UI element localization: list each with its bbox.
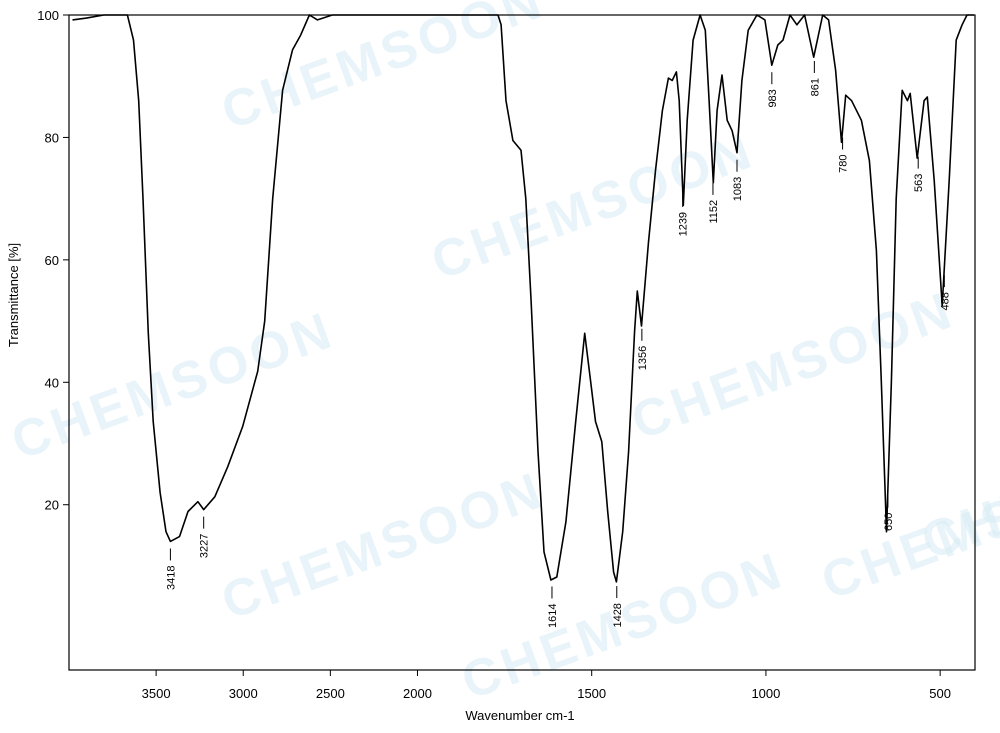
y-tick-label: 60 [45, 253, 59, 268]
x-tick-label: 2500 [316, 686, 345, 701]
peak-label: 861 [809, 78, 821, 96]
watermark: CHEMSOON [914, 401, 1000, 571]
plot-frame [68, 14, 976, 671]
peak-label: 1239 [678, 212, 690, 236]
peak-label: 563 [913, 174, 925, 192]
peak-label: 780 [838, 155, 850, 173]
x-tick-label: 1500 [577, 686, 606, 701]
x-tick-label: 1000 [751, 686, 780, 701]
x-tick-label: 2000 [403, 686, 432, 701]
y-tick-label: 100 [37, 8, 59, 23]
peak-label: 488 [939, 292, 951, 310]
x-axis-label: Wavenumber cm-1 [465, 708, 574, 723]
watermark: CHEMSOON [214, 0, 552, 141]
x-tick-label: 500 [929, 686, 951, 701]
x-tick-label: 3000 [229, 686, 258, 701]
peak-label: 1614 [547, 603, 559, 627]
spectrum-line [72, 14, 974, 583]
peak-label: 983 [767, 89, 779, 107]
peak-label: 3227 [199, 534, 211, 558]
peak-label: 1356 [637, 346, 649, 370]
watermark: CHEMSOON [214, 461, 552, 631]
x-tick-label: 3500 [142, 686, 171, 701]
y-tick-label: 20 [45, 498, 59, 513]
peak-label: 1152 [708, 200, 720, 224]
peak-label: 1428 [612, 603, 624, 627]
peak-label: 650 [883, 513, 895, 531]
y-axis-label: Transmittance [%] [6, 243, 21, 347]
peak-label: 1083 [732, 177, 744, 201]
watermark: CHEMSOON [624, 281, 962, 451]
watermark-layer: CHEMSOONCHEMSOONCHEMSOONCHEMSOONCHEMSOON… [4, 0, 1000, 711]
peak-label: 3418 [165, 565, 177, 589]
y-tick-label: 80 [45, 130, 59, 145]
y-tick-label: 40 [45, 375, 59, 390]
